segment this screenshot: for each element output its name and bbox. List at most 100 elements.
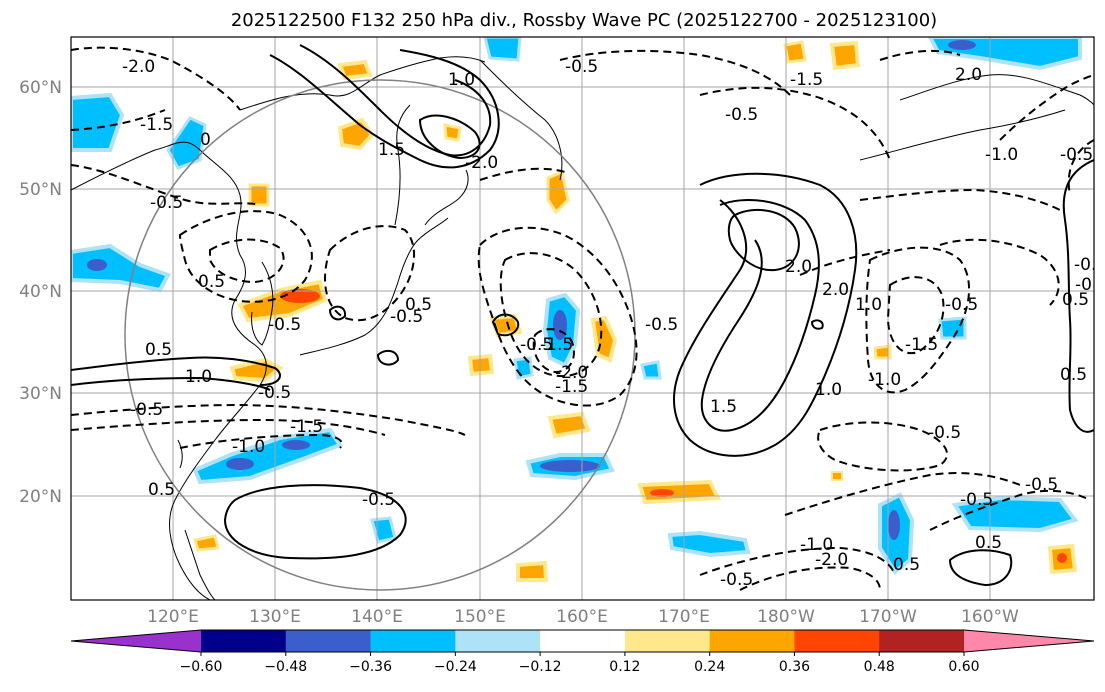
neg-patch-far-west — [71, 92, 125, 152]
latitude-labels: 60°N 50°N 40°N 30°N 20°N — [19, 78, 62, 507]
contour-neg-far-east-1 — [939, 238, 1060, 306]
contour-label-l34: 1.0 — [815, 380, 842, 400]
pos-patch-top-1 — [783, 40, 807, 64]
pos-patch-north-2 — [337, 59, 373, 81]
contour-neg-north-east — [559, 49, 791, 96]
pos-patch-south-3 — [516, 560, 549, 582]
contour-label-l15: -0.5 — [268, 315, 301, 335]
contour-label-l40: -0.5 — [960, 490, 993, 510]
contour-neg-far-east-3 — [1067, 139, 1094, 196]
contour-label-l9: -1.5 — [790, 70, 823, 90]
map-panel: -2.0 -1.5 0 -0.5 1.0 1.5 -2.0 -0.5 -1.5 … — [71, 37, 1105, 600]
contour-pos-east-inner — [727, 208, 800, 272]
rossby-wave-circle — [124, 79, 636, 591]
divergence-shading — [71, 37, 1082, 582]
contour-label-l14: 0.5 — [198, 272, 225, 292]
contour-neg-korea-2 — [209, 238, 285, 284]
contour-label-l27: -0.5 — [645, 315, 678, 335]
lat-label-60n: 60°N — [19, 78, 62, 98]
colorbar-segment — [201, 630, 287, 652]
colorbar-segment — [709, 630, 795, 652]
pos-patch-north-5 — [248, 183, 270, 207]
contour-neg-west-1 — [71, 109, 166, 131]
contour-neg-west-2 — [71, 164, 261, 206]
colorbar-tick-label: 0.60 — [948, 659, 979, 675]
colorbar-segment — [540, 630, 626, 652]
coast-aleutians — [859, 109, 1066, 161]
contour-label-l26: -0.5 — [362, 490, 395, 510]
colorbar: −0.60 −0.48 −0.36 −0.24 −0.12 0.12 0.24 0.36 0.4… — [70, 629, 1095, 675]
contour-label-l11: 2.0 — [955, 65, 982, 85]
contour-neg-central-north — [479, 167, 566, 181]
contour-label-l19: -0.5 — [130, 400, 163, 420]
pos-core-korea — [280, 289, 320, 303]
contour-label-l21: -0.5 — [258, 383, 291, 403]
neg-core-west — [87, 259, 107, 271]
contour-label-l1: -2.0 — [122, 57, 155, 77]
pos-patch-north-4 — [546, 169, 570, 215]
lat-label-40n: 40°N — [19, 282, 62, 302]
contour-pos-north-inner — [418, 114, 481, 160]
contour-label-l43: 0.5 — [893, 555, 920, 575]
contour-label-l33: 1.5 — [710, 397, 737, 417]
pos-patch-small-1 — [193, 534, 220, 552]
contour-label-l23: 0.5 — [148, 480, 175, 500]
pos-patch-small-3 — [831, 471, 843, 481]
figure-title: 2025122500 F132 250 hPa div., Rossby Wav… — [231, 10, 937, 31]
contours — [71, 44, 1094, 591]
lon-label-140e: 140°E — [351, 607, 403, 627]
pos-core-south-2 — [650, 489, 674, 497]
lon-label-150e: 150°E — [454, 607, 506, 627]
pos-patch-top-2 — [829, 40, 861, 71]
lat-label-30n: 30°N — [19, 384, 62, 404]
contour-label-l50: 0.5 — [1062, 290, 1089, 310]
contour-label-l49: 0.5 — [1060, 365, 1087, 385]
contour-label-l12: -0.5 — [1060, 145, 1093, 165]
contour-label-l42: -2.0 — [815, 550, 848, 570]
colorbar-tick-label: −0.12 — [519, 659, 562, 675]
contour-label-l18: 0.5 — [405, 295, 432, 315]
contour-neg-central-inner — [532, 328, 575, 374]
contour-neg-korea — [178, 210, 313, 303]
neg-patch-west-3 — [71, 243, 171, 293]
contour-label-l44: -0.5 — [1025, 475, 1058, 495]
lon-label-160w: 160°W — [961, 607, 1019, 627]
lat-label-50n: 50°N — [19, 180, 62, 200]
contour-label-l47: 1.0 — [855, 295, 882, 315]
colorbar-tick-label: 0.24 — [694, 659, 725, 675]
contour-neg-east-2 — [886, 276, 945, 355]
contour-neg-central-outer — [477, 226, 638, 407]
colorbar-extension-high — [964, 630, 1094, 652]
lon-label-120e: 120°E — [147, 607, 199, 627]
longitude-labels: 120°E 130°E 140°E 150°E 160°E 170°E 180°… — [147, 607, 1019, 627]
neg-core-south-2 — [282, 440, 310, 450]
contour-pos-small-4 — [810, 319, 824, 330]
coast-asia-mainland — [71, 141, 267, 600]
contour-labels: -2.0 -1.5 0 -0.5 1.0 1.5 -2.0 -0.5 -1.5 … — [122, 57, 1105, 590]
contour-neg-north-east-2 — [699, 86, 891, 161]
colorbar-segment — [794, 630, 880, 652]
contour-pos-se — [948, 549, 1013, 587]
contour-neg-southeast-1 — [699, 546, 896, 576]
contour-neg-top-west — [71, 46, 241, 111]
neg-patch-small-1 — [513, 356, 534, 380]
coast-philippines — [184, 529, 216, 600]
colorbar-tick-label: −0.60 — [180, 659, 223, 675]
contour-label-l46: -0.5 — [720, 570, 753, 590]
contour-label-l29: -2.0 — [555, 363, 588, 383]
contour-pos-west-2 — [71, 376, 271, 391]
contour-pos-small-3 — [376, 349, 400, 366]
lon-label-130e: 130°E — [249, 607, 301, 627]
colorbar-tick-label: 0.36 — [779, 659, 810, 675]
pos-patch-central-3 — [467, 353, 495, 377]
contour-label-l16: 0.5 — [145, 340, 172, 360]
map-frame — [70, 36, 1095, 601]
neg-core-south — [226, 458, 254, 470]
contour-label-l31: 2.0 — [785, 257, 812, 277]
negative-contours — [71, 46, 1094, 591]
contour-label-l20: 1.0 — [185, 367, 212, 387]
contour-pos-small-2 — [328, 305, 347, 321]
contour-label-l48: -0.5 — [1075, 275, 1105, 295]
pos-patch-small-2 — [873, 344, 892, 360]
